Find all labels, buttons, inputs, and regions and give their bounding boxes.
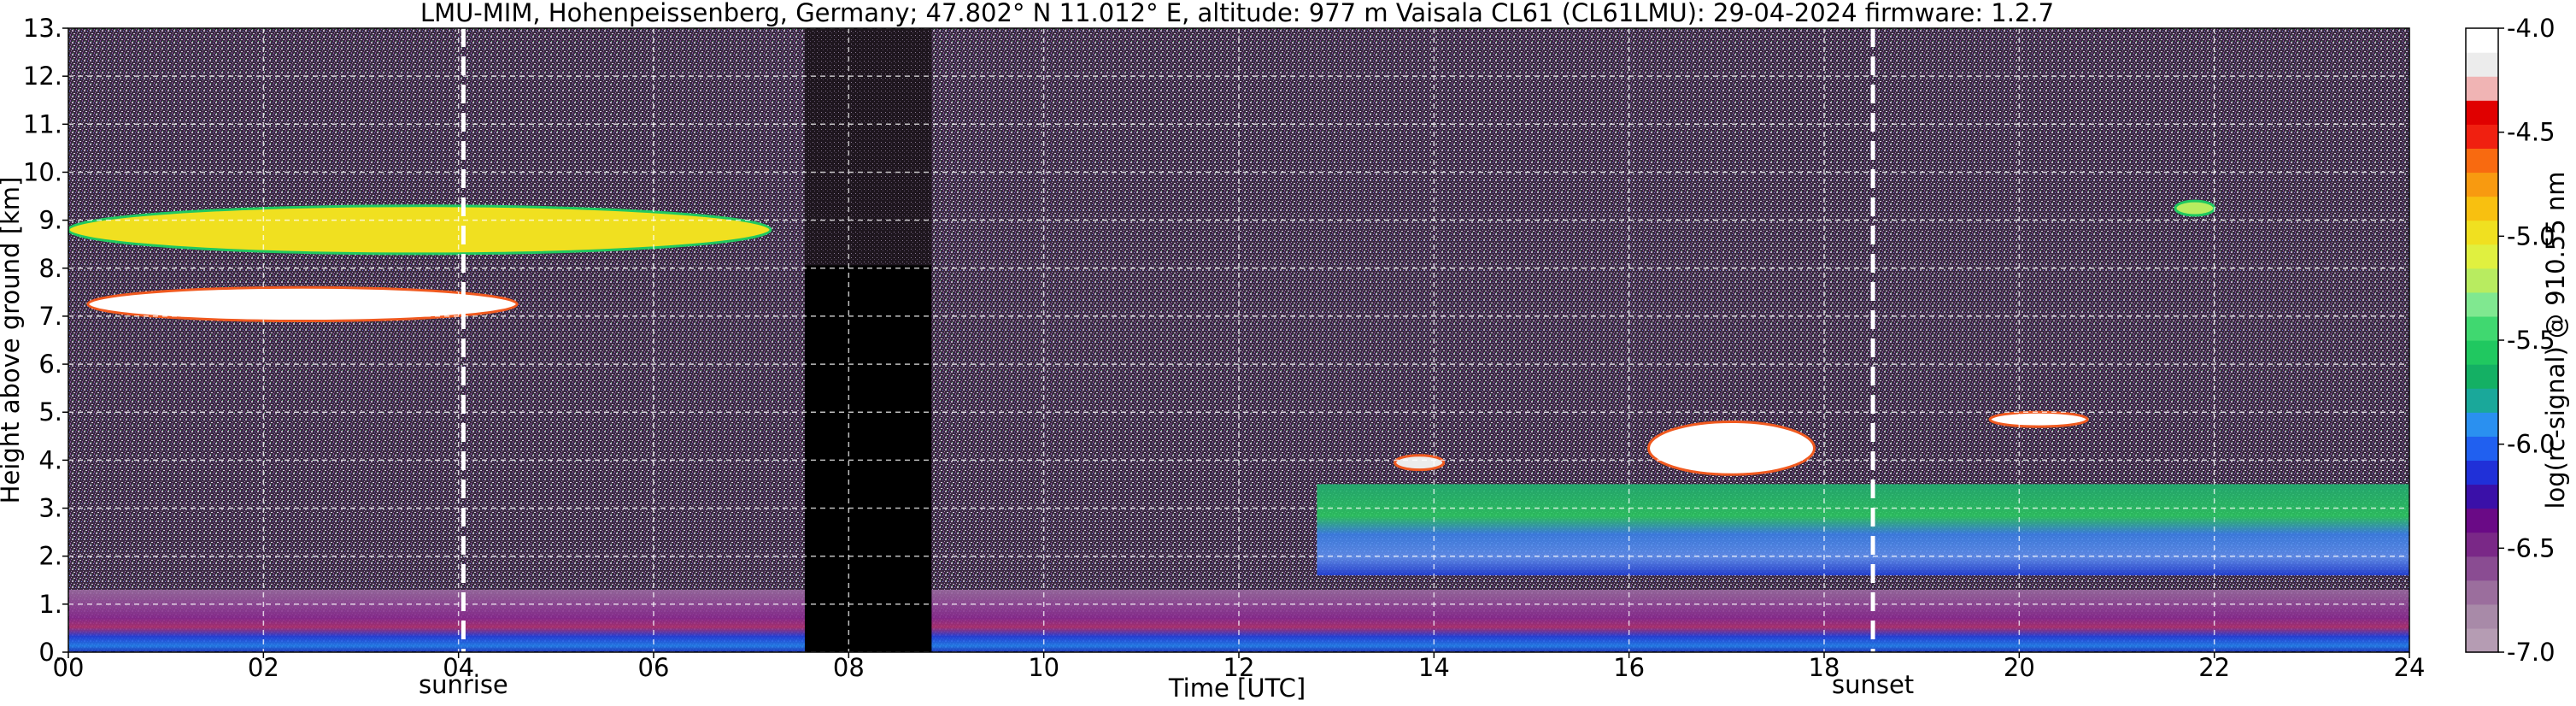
- colorbar-segment: [2466, 436, 2498, 461]
- y-tick-label: 1.: [38, 590, 62, 619]
- colorbar-tick-label: -4.0: [2507, 14, 2555, 43]
- y-tick-label: 2.: [38, 542, 62, 571]
- y-tick-label: 0.: [38, 638, 62, 667]
- x-tick-label: 22: [2198, 653, 2230, 682]
- plot-area: [67, 27, 2410, 653]
- y-tick-label: 12.: [23, 62, 62, 91]
- y-tick-label: 9.: [38, 206, 62, 235]
- colorbar-segment: [2466, 484, 2498, 509]
- y-tick-label: 4.: [38, 445, 62, 474]
- colorbar-tick-label: -4.5: [2507, 118, 2555, 147]
- colorbar-label: log(rc-signal) @ 910.55 nm: [2541, 171, 2570, 509]
- colorbar-segment: [2466, 28, 2498, 53]
- x-axis-label: Time [UTC]: [1168, 674, 1306, 703]
- colorbar-segment: [2466, 100, 2498, 125]
- colorbar-segment: [2466, 76, 2498, 101]
- signal-feature-3: [1394, 454, 1446, 472]
- x-tick-label: 00: [53, 653, 85, 682]
- sunrise-label: sunrise: [419, 670, 508, 699]
- signal-feature-4: [1647, 420, 1816, 476]
- signal-feature-1: [86, 285, 519, 323]
- y-axis: 0. 1. 2. 3. 4. 5. 6. 7. 8. 9. 10. 11. 12. 13.: [23, 14, 68, 667]
- colorbar-tick-label: -5.5: [2507, 326, 2555, 355]
- x-tick-label: 12: [1223, 653, 1255, 682]
- colorbar-segment: [2466, 220, 2498, 245]
- y-tick-label: 10.: [23, 157, 62, 186]
- colorbar-segment: [2466, 532, 2498, 557]
- signal-feature-6: [2174, 199, 2216, 217]
- x-tick-label: 10: [1028, 653, 1059, 682]
- colorbar-segment: [2466, 580, 2498, 605]
- event-labels: sunrise sunset: [419, 670, 1914, 699]
- y-tick-label: 13.: [23, 14, 62, 43]
- colorbar-tick-label: -5.0: [2507, 221, 2555, 250]
- sunset-label: sunset: [1832, 670, 1914, 699]
- colorbar-tick-label: -6.0: [2507, 430, 2555, 459]
- y-tick-label: 8.: [38, 254, 62, 283]
- colorbar-segment: [2466, 52, 2498, 77]
- colorbar-segment: [2466, 196, 2498, 221]
- x-tick-label: 08: [833, 653, 865, 682]
- colorbar-segment: [2466, 291, 2498, 317]
- x-tick-label: 20: [2004, 653, 2035, 682]
- colorbar-segment: [2466, 148, 2498, 174]
- x-tick-label: 02: [248, 653, 279, 682]
- colorbar-segment: [2466, 364, 2498, 389]
- x-tick-label: 14: [1418, 653, 1450, 682]
- y-axis-label: Height above ground [km]: [0, 177, 25, 504]
- colorbar-segment: [2466, 315, 2498, 341]
- colorbar-tick-label: -6.5: [2507, 533, 2555, 562]
- no-data-noise-1: [804, 28, 932, 266]
- colorbar-segment: [2466, 556, 2498, 581]
- x-tick-label: 04: [443, 653, 474, 682]
- y-tick-label: 6.: [38, 350, 62, 379]
- y-tick-label: 5.: [38, 397, 62, 427]
- colorbar-segment: [2466, 340, 2498, 365]
- colorbar-segment: [2466, 603, 2498, 629]
- colorbar-segment: [2466, 508, 2498, 533]
- colorbar-segment: [2466, 388, 2498, 413]
- signal-feature-8: [1317, 484, 2409, 576]
- colorbar: -7.0 -6.5 -6.0 -5.5 -5.0 -4.5 -4.0: [2465, 14, 2555, 667]
- x-tick-label: 06: [638, 653, 670, 682]
- colorbar-segment: [2466, 268, 2498, 293]
- colorbar-segment: [2466, 244, 2498, 269]
- colorbar-segment: [2466, 412, 2498, 437]
- x-tick-label: 24: [2394, 653, 2426, 682]
- y-tick-label: 7.: [38, 302, 62, 331]
- y-tick-label: 11.: [23, 109, 62, 138]
- x-tick-label: 18: [1809, 653, 1840, 682]
- colorbar-segment: [2466, 460, 2498, 485]
- signal-feature-2: [68, 204, 772, 256]
- colorbar-segment: [2466, 172, 2498, 197]
- colorbar-segment: [2466, 124, 2498, 149]
- colorbar-tick-label: -7.0: [2507, 638, 2555, 667]
- x-tick-label: 16: [1613, 653, 1645, 682]
- x-axis: 00 02 04 06 08 10 12 14 16 18 20 22 24: [53, 652, 2426, 682]
- colorbar-segment: [2466, 627, 2498, 653]
- y-tick-label: 3.: [38, 494, 62, 523]
- chart-title: LMU-MIM, Hohenpeissenberg, Germany; 47.8…: [420, 0, 2054, 27]
- signal-feature-5: [1988, 410, 2089, 428]
